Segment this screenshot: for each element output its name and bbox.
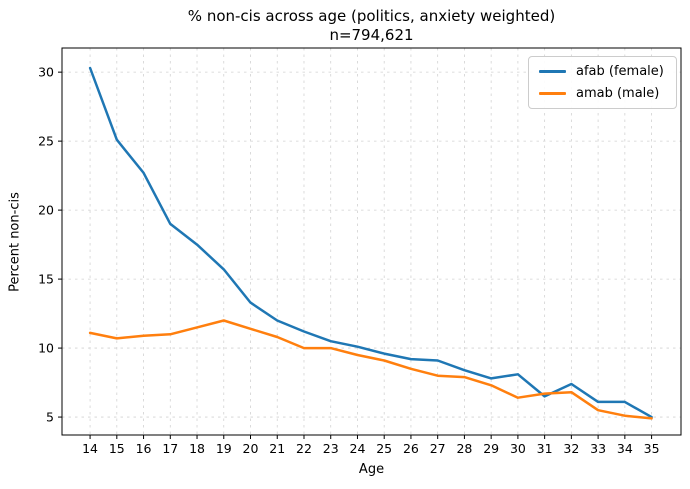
x-tick-label: 19	[216, 441, 232, 456]
legend-line-sample-afab	[539, 70, 566, 73]
legend-label-amab: amab (male)	[576, 86, 660, 101]
legend-item-amab: amab (male)	[539, 86, 664, 101]
x-tick-label: 25	[376, 441, 392, 456]
x-tick-label: 23	[323, 441, 339, 456]
series-line-amab-male	[88, 319, 653, 420]
x-tick-label: 29	[483, 441, 499, 456]
chart-title: % non-cis across age (politics, anxiety …	[187, 7, 556, 25]
title-block: % non-cis across age (politics, anxiety …	[62, 7, 681, 45]
legend-line-sample-amab	[539, 92, 566, 95]
x-tick-label: 26	[403, 441, 419, 456]
x-axis-label: Age	[358, 462, 385, 477]
x-tick-label: 32	[563, 441, 579, 456]
x-tick-label: 16	[136, 441, 152, 456]
legend-label-afab: afab (female)	[576, 64, 664, 79]
x-tick-label: 22	[296, 441, 312, 456]
x-tick-label: 30	[510, 441, 526, 456]
plot-border	[61, 47, 682, 436]
x-tick-label: 17	[162, 441, 178, 456]
y-tick-label: 10	[38, 341, 54, 356]
series-line-afab-female	[88, 66, 653, 419]
y-tick-label: 30	[38, 65, 54, 80]
legend-item-afab: afab (female)	[539, 64, 664, 79]
x-tick-label: 24	[350, 441, 366, 456]
y-tick-label: 20	[38, 203, 54, 218]
x-tick-label: 31	[537, 441, 553, 456]
x-tick-label: 33	[590, 441, 606, 456]
x-tick-label: 14	[82, 441, 98, 456]
x-tick-label: 15	[109, 441, 125, 456]
x-tick-label: 34	[617, 441, 633, 456]
x-tick-label: 18	[189, 441, 205, 456]
x-tick-label: 35	[644, 441, 660, 456]
x-tick-label: 21	[269, 441, 285, 456]
x-tick-label: 28	[456, 441, 472, 456]
y-tick-label: 25	[38, 134, 54, 149]
y-tick-label: 15	[38, 272, 54, 287]
x-tick-label: 20	[243, 441, 259, 456]
x-tick-label: 27	[430, 441, 446, 456]
y-tick-label: 5	[46, 410, 54, 425]
chart-subtitle: n=794,621	[329, 26, 414, 44]
legend: afab (female) amab (male)	[528, 56, 677, 109]
